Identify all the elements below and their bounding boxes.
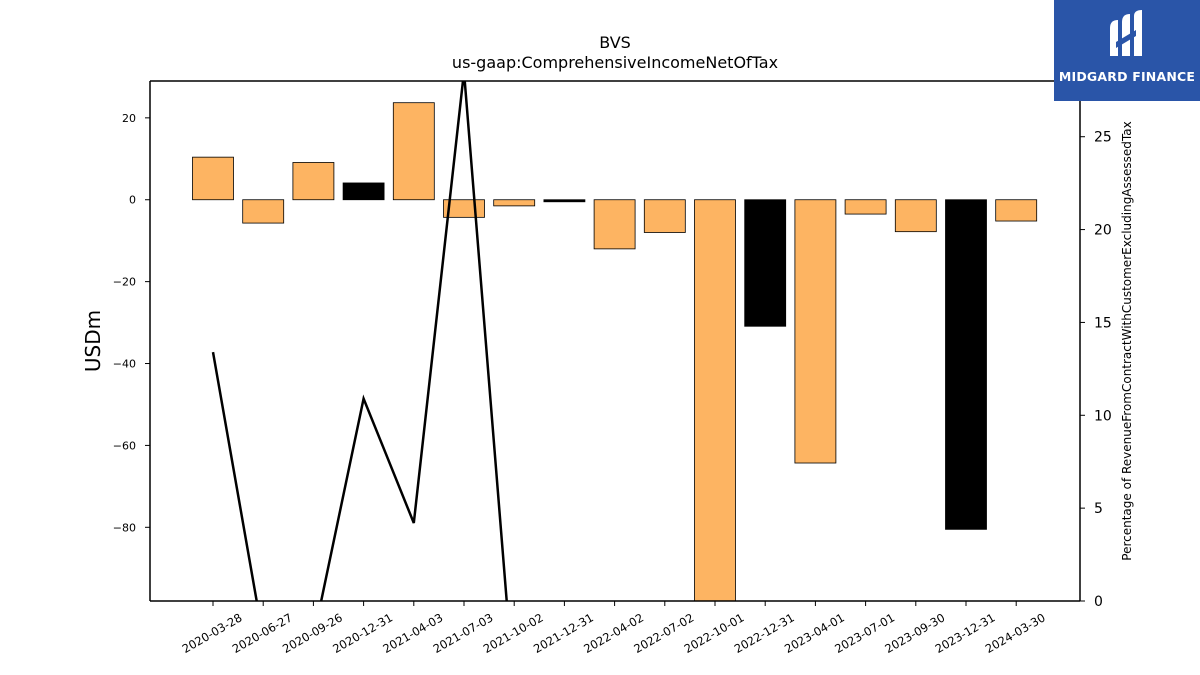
- bar-2021-12-31: [543, 199, 586, 203]
- y-tick-label: 0: [129, 194, 136, 207]
- bar-2020-09-26: [292, 162, 335, 201]
- bar-2021-10-02: [493, 199, 536, 207]
- x-axis-ticks: 2020-03-282020-06-272020-09-262020-12-31…: [180, 601, 1048, 656]
- left-y-axis-ticks: −80 −60 −40 −20 0 20: [113, 112, 150, 534]
- y2-tick-label: 15: [1094, 315, 1112, 331]
- y-tick-label: −20: [113, 276, 136, 289]
- y2-tick-label: 0: [1094, 594, 1103, 610]
- y2-tick-label: 25: [1094, 130, 1112, 146]
- chart-subtitle: us-gaap:ComprehensiveIncomeNetOfTax: [451, 53, 779, 72]
- ratio-line: [211, 81, 508, 601]
- bar-2024-03-30: [995, 199, 1038, 222]
- bar-2023-07-01: [844, 199, 887, 215]
- bar-2022-12-31: [744, 199, 787, 327]
- bar-2020-12-31: [342, 182, 385, 201]
- midgard-logo-icon: [1110, 10, 1142, 56]
- right-y-axis-ticks: 0 5 10 15 20 25: [1080, 130, 1112, 610]
- y-tick-label: −40: [113, 358, 136, 371]
- bar-2023-12-31: [945, 199, 987, 530]
- brand-name: MIDGARD FINANCE: [1058, 69, 1196, 84]
- y-tick-label: −60: [113, 439, 136, 452]
- bar-series: [192, 102, 1038, 601]
- bar-2020-03-28: [192, 156, 234, 201]
- bar-2022-04-02: [593, 199, 636, 250]
- y-tick-label: 20: [122, 112, 136, 125]
- bar-2020-06-27: [242, 199, 285, 224]
- y2-tick-label: 20: [1094, 223, 1112, 239]
- chart-title: BVS: [599, 33, 631, 52]
- y2-tick-label: 5: [1094, 501, 1103, 517]
- bar-2022-10-01: [694, 199, 736, 601]
- brand-logo: MIDGARD FINANCE: [1054, 0, 1200, 101]
- bar-2021-04-03: [392, 102, 435, 201]
- y2-tick-label: 10: [1094, 408, 1112, 424]
- ratio-line-series: [211, 81, 508, 601]
- bar-2023-04-01: [794, 199, 837, 464]
- bar-2023-09-30: [894, 199, 937, 233]
- right-y-axis-label: Percentage of RevenueFromContractWithCus…: [1120, 121, 1134, 560]
- bar-2022-07-02: [643, 199, 686, 233]
- axes: [149, 80, 1081, 602]
- y-axis-label: USDm: [81, 310, 105, 372]
- y-tick-label: −80: [113, 521, 136, 534]
